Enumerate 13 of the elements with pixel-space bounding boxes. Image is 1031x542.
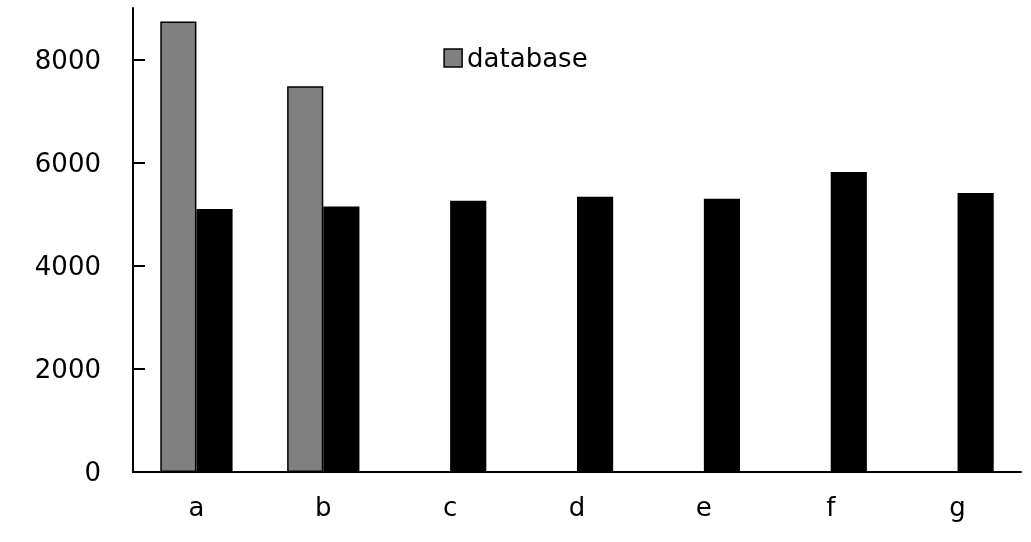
- x-tick-label: d: [568, 492, 586, 522]
- y-tick-label: 2000: [34, 353, 101, 384]
- x-tick-label: e: [695, 492, 712, 522]
- x-tick-label: g: [949, 492, 966, 522]
- x-tick-label: a: [188, 492, 205, 522]
- x-tick-label: f: [826, 492, 837, 522]
- legend-label: database: [467, 43, 588, 73]
- y-tick-label: 4000: [34, 250, 101, 281]
- y-tick-label: 0: [84, 457, 101, 487]
- y-tick-label: 6000: [34, 147, 101, 178]
- x-tick-label: b: [315, 492, 332, 522]
- x-tick-label: c: [442, 492, 458, 522]
- y-tick-label: 8000: [34, 44, 101, 75]
